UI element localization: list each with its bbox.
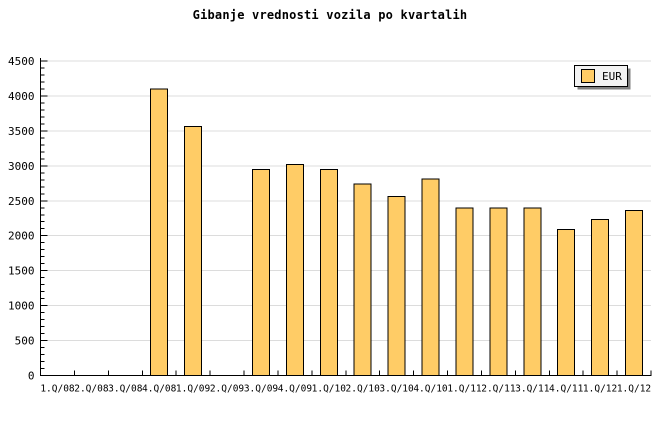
bar-series (150, 88, 643, 376)
gridlines (41, 60, 651, 342)
x-tick-label: 3.Q/08 (108, 384, 143, 395)
x-tick-label: 2.Q/09 (210, 384, 245, 395)
legend-label: EUR (602, 70, 622, 83)
y-tick-label: 3500 (8, 125, 35, 138)
y-tick-label: 2500 (8, 195, 35, 208)
y-tick-label: 4500 (8, 55, 35, 68)
x-tick-label: 1.Q/12 (617, 384, 651, 395)
legend-swatch (581, 69, 595, 83)
y-tick-label: 1500 (8, 265, 35, 278)
x-tick-label: 1.Q/11 (447, 384, 482, 395)
x-tick-label: 4.Q/10 (413, 384, 448, 395)
chart-title: Gibanje vrednosti vozila po kvartalih (193, 8, 468, 22)
y-tick-label: 500 (15, 335, 35, 348)
x-tick-label: 1.Q/08 (40, 384, 75, 395)
legend: EUR (574, 65, 631, 90)
x-tick-label: 3.Q/10 (379, 384, 414, 395)
y-tick-label: 3000 (8, 160, 35, 173)
x-tick-label: 2.Q/10 (346, 384, 381, 395)
y-tick-label: 1000 (8, 300, 35, 313)
y-tick-label: 2000 (8, 230, 35, 243)
y-axis-labels: 0 500 1000 1500 2000 2500 3000 3500 4000 4500 (8, 55, 35, 383)
x-tick-label: 4.Q/08 (142, 384, 177, 395)
x-axis-labels: 1.Q/08 2.Q/08 3.Q/08 4.Q/08 1.Q/09 2.Q/09 3.Q/… (40, 384, 651, 395)
x-tick-label: 2.Q/11 (481, 384, 516, 395)
x-tick-label: 1.Q/10 (312, 384, 347, 395)
x-tick-label: 1.Q/12 (583, 384, 617, 395)
y-tick-label: 4000 (8, 90, 35, 103)
x-tick-label: 3.Q/11 (515, 384, 550, 395)
x-tick-label: 4.Q/11 (549, 384, 584, 395)
x-tick-label: 4.Q/09 (278, 384, 313, 395)
x-tick-label: 2.Q/08 (74, 384, 109, 395)
x-tick-label: 3.Q/09 (244, 384, 279, 395)
axes (39, 58, 652, 377)
x-tick-label: 1.Q/09 (176, 384, 211, 395)
y-tick-label: 0 (28, 370, 35, 383)
